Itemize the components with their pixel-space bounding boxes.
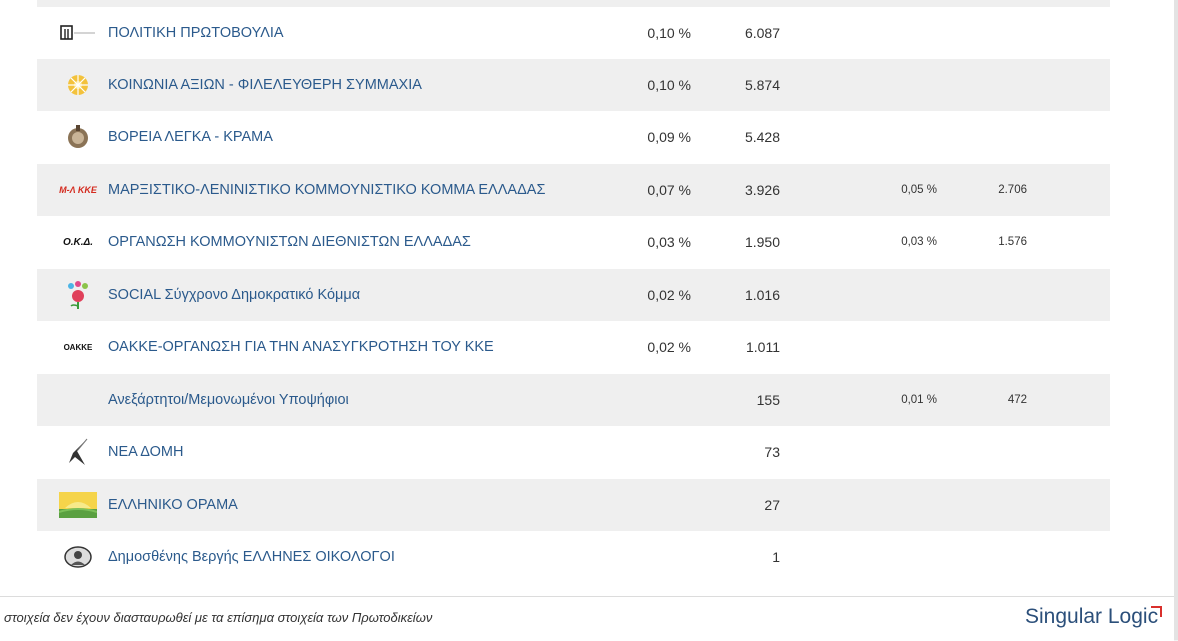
percentage: 0,09 % [647,129,691,145]
singular-logic-logo[interactable]: Singular Logic [1025,605,1159,628]
percentage-secondary: 0,03 % [901,236,937,248]
percentage-secondary [887,269,937,321]
page-scrollbar-track[interactable] [1174,0,1178,640]
votes-secondary [982,531,1027,583]
percentage: 0,07 % [647,182,691,198]
party-row[interactable]: ΠΟΛΙΤΙΚΗ ΠΡΩΤΟΒΟΥΛΙΑ 0,10 % 6.087 [37,7,1110,59]
party-name-link[interactable]: ΒΟΡΕΙΑ ΛΕΓΚΑ - ΚΡΑΜΑ [108,129,273,145]
votes: 6.087 [744,25,780,41]
oakke-logo-text: ΟΑΚΚΕ [63,342,93,352]
party-row[interactable]: Ο.Κ.Δ. ΟΡΓΑΝΩΣΗ ΚΟΜΜΟΥΝΙΣΤΩΝ ΔΙΕΘΝΙΣΤΩΝ … [37,216,1110,268]
percentage-secondary [887,7,937,59]
votes-secondary [982,321,1027,373]
percentage-secondary [887,479,937,531]
votes: 5.428 [744,129,780,145]
party-row[interactable]: ΝΕΑ ΔΟΜΗ 73 [37,426,1110,478]
portrait-logo-icon [59,545,97,569]
bird-logo-icon [59,438,97,465]
percentage-secondary [887,426,937,478]
party-logo-icon [59,21,97,45]
results-panel: ΠΟΛΙΤΙΚΗ ΠΡΩΤΟΒΟΥΛΙΑ 0,10 % 6.087 ΚΟΙΝΩΝ… [0,0,1174,596]
percentage-secondary: 0,05 % [901,184,937,196]
votes-secondary [982,111,1027,163]
footer: στοιχεία δεν έχουν διασταυρωθεί με τα επ… [0,596,1174,641]
percentage: 0,02 % [647,339,691,355]
party-name-link[interactable]: ΝΕΑ ΔΟΜΗ [108,444,184,460]
percentage [617,426,691,478]
votes-secondary [982,269,1027,321]
previous-row-edge [37,0,1110,7]
brand-corner-icon [1150,605,1162,623]
percentage [617,374,691,426]
percentage-secondary [887,531,937,583]
party-row[interactable]: Ανεξάρτητοι/Μεμονωμένοι Υποψήφιοι 155 0,… [37,374,1110,426]
okd-logo-text: Ο.Κ.Δ. [62,236,94,248]
percentage-secondary [887,59,937,111]
party-name-link[interactable]: ΕΛΛΗΝΙΚΟ ΟΡΑΜΑ [108,497,238,513]
percentage [617,479,691,531]
votes-secondary [982,7,1027,59]
votes-secondary [982,426,1027,478]
votes-secondary: 472 [1007,394,1027,406]
percentage: 0,02 % [647,287,691,303]
votes: 5.874 [744,77,780,93]
party-name-link[interactable]: ΜΑΡΞΙΣΤΙΚΟ-ΛΕΝΙΝΙΣΤΙΚΟ ΚΟΜΜΟΥΝΙΣΤΙΚΟ ΚΟΜ… [108,182,546,198]
sun-logo-icon [59,492,97,518]
party-name-link[interactable]: ΟΑΚΚΕ-ΟΡΓΑΝΩΣΗ ΓΙΑ ΤΗΝ ΑΝΑΣΥΓΚΡΟΤΗΣΗ ΤΟΥ… [108,339,494,355]
percentage [617,531,691,583]
emblem-logo-icon [59,125,97,149]
votes: 3.926 [744,182,780,198]
votes-secondary [982,59,1027,111]
party-row[interactable]: ΒΟΡΕΙΑ ΛΕΓΚΑ - ΚΡΑΜΑ 0,09 % 5.428 [37,111,1110,163]
percentage-secondary [887,111,937,163]
votes: 1 [772,549,780,565]
percentage: 0,03 % [647,234,691,250]
party-name-link[interactable]: Δημοσθένης Βεργής ΕΛΛΗΝΕΣ ΟΙΚΟΛΟΓΟΙ [108,549,395,565]
party-row[interactable]: SOCIAL Σύγχρονο Δημοκρατικό Κόμμα 0,02 %… [37,269,1110,321]
percentage: 0,10 % [647,77,691,93]
votes: 1.011 [746,339,780,355]
percentage-secondary [887,321,937,373]
percentage: 0,10 % [647,25,691,41]
percentage-secondary: 0,01 % [901,394,937,406]
votes: 1.016 [744,287,780,303]
votes-secondary: 1.576 [998,236,1027,248]
party-row[interactable]: ΚΟΙΝΩΝΙΑ ΑΞΙΩΝ - ΦΙΛΕΛΕΥΘΕΡΗ ΣΥΜΜΑΧΙΑ 0,… [37,59,1110,111]
party-name-link[interactable]: Ανεξάρτητοι/Μεμονωμένοι Υποψήφιοι [108,392,349,408]
disclaimer-text: στοιχεία δεν έχουν διασταυρωθεί με τα επ… [4,610,433,625]
votes: 73 [764,444,780,460]
votes-secondary: 2.706 [998,184,1027,196]
flower-logo-icon [59,73,97,97]
mlkke-logo-text: Μ-Λ ΚΚΕ [59,185,97,195]
votes: 27 [764,497,780,513]
party-row[interactable]: Μ-Λ ΚΚΕ ΜΑΡΞΙΣΤΙΚΟ-ΛΕΝΙΝΙΣΤΙΚΟ ΚΟΜΜΟΥΝΙΣ… [37,164,1110,216]
social-logo-icon [59,281,97,309]
oakke-logo-icon: ΟΑΚΚΕ [59,335,97,359]
party-row[interactable]: ΟΑΚΚΕ ΟΑΚΚΕ-ΟΡΓΑΝΩΣΗ ΓΙΑ ΤΗΝ ΑΝΑΣΥΓΚΡΟΤΗ… [37,321,1110,373]
mlkke-logo-icon: Μ-Λ ΚΚΕ [59,178,97,202]
party-name-link[interactable]: ΚΟΙΝΩΝΙΑ ΑΞΙΩΝ - ΦΙΛΕΛΕΥΘΕΡΗ ΣΥΜΜΑΧΙΑ [108,77,422,93]
party-row[interactable]: Δημοσθένης Βεργής ΕΛΛΗΝΕΣ ΟΙΚΟΛΟΓΟΙ 1 [37,531,1110,583]
party-name-link[interactable]: ΟΡΓΑΝΩΣΗ ΚΟΜΜΟΥΝΙΣΤΩΝ ΔΙΕΘΝΙΣΤΩΝ ΕΛΛΑΔΑΣ [108,234,471,250]
okd-logo-icon: Ο.Κ.Δ. [59,230,97,254]
party-name-link[interactable]: ΠΟΛΙΤΙΚΗ ΠΡΩΤΟΒΟΥΛΙΑ [108,25,284,41]
votes: 1.950 [744,234,780,250]
votes: 155 [756,392,780,408]
party-row[interactable]: ΕΛΛΗΝΙΚΟ ΟΡΑΜΑ 27 [37,479,1110,531]
votes-secondary [982,479,1027,531]
party-name-link[interactable]: SOCIAL Σύγχρονο Δημοκρατικό Κόμμα [108,287,361,303]
